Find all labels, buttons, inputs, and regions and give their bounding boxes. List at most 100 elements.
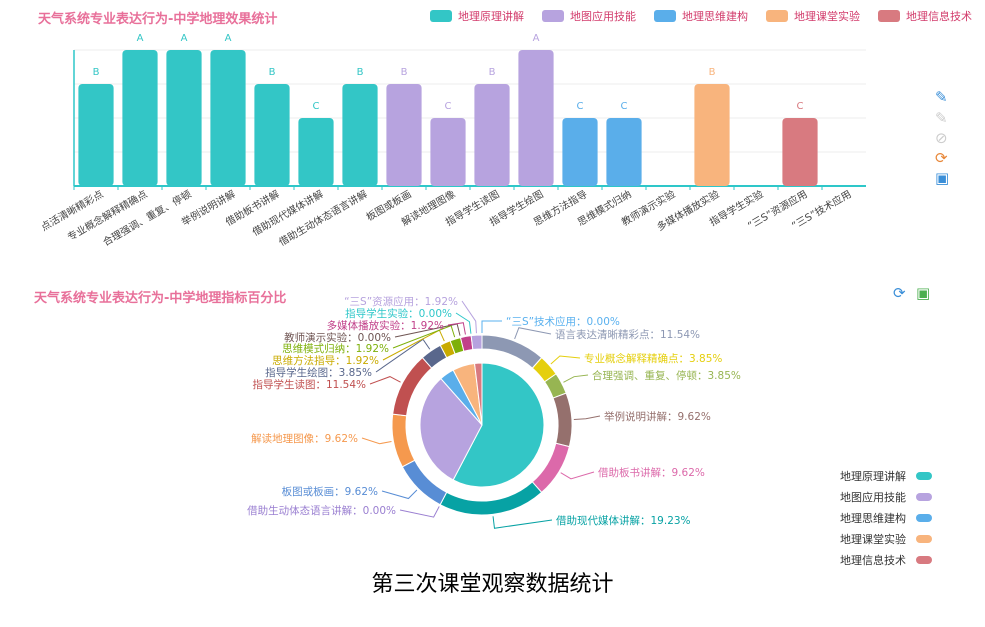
legend-item[interactable]: 地理思维建构 (654, 8, 748, 24)
pie-slice-label: 专业概念解释精确点：3.85% (584, 352, 722, 365)
figure-caption: 第三次课堂观察数据统计 (371, 572, 614, 597)
pie-slice-label: 借助生动体态语言讲解：0.00% (247, 504, 396, 517)
pie-outer-slice[interactable] (391, 413, 416, 468)
bar[interactable] (254, 84, 290, 186)
legend-item[interactable]: 地理原理讲解 (430, 8, 524, 24)
pie-label-line (447, 322, 466, 335)
bar-data-label: A (533, 33, 540, 44)
legend-label: 地理信息技术 (906, 10, 972, 23)
save-icon[interactable]: ▣ (916, 284, 931, 302)
bar-data-label: C (621, 101, 628, 112)
pie-inner-slice[interactable] (419, 377, 483, 481)
pie-slice-label: 借助现代媒体讲解：19.23% (556, 514, 691, 527)
legend-label: 地理原理讲解 (458, 10, 524, 23)
pie-label-line (514, 327, 552, 340)
pie-slice-label: 指导学生实验：0.00% (345, 307, 452, 320)
bar[interactable] (606, 118, 642, 186)
pie-label-line (369, 376, 401, 385)
bar-data-label: B (489, 67, 496, 78)
bar[interactable] (518, 50, 554, 186)
bar[interactable] (122, 50, 158, 186)
legend-swatch (916, 555, 932, 564)
bar-chart-title: 天气系统专业表达行为-中学地理效果统计 (38, 12, 278, 27)
pie-label-line (550, 355, 581, 365)
pie-outer-slice[interactable] (470, 334, 483, 351)
legend-item[interactable]: 地图应用技能 (542, 8, 636, 24)
x-tick-label: 借助现代媒体讲解 (250, 187, 326, 238)
bar[interactable] (562, 118, 598, 186)
legend-label: 地理课堂实验 (794, 10, 860, 23)
pie-label-line (481, 320, 502, 333)
pie-label-line (560, 471, 595, 480)
pie-label-line (461, 300, 477, 334)
bar[interactable] (474, 84, 510, 186)
bar[interactable] (342, 84, 378, 186)
legend-swatch (916, 492, 932, 501)
pie-chart-legend: 地理原理讲解 地图应用技能地理思维建构 地理课堂实验 地理信息技术 (840, 465, 932, 570)
pie-chart-title: 天气系统专业表达行为-中学地理指标百分比 (34, 291, 287, 306)
bar-data-label: C (797, 101, 804, 112)
legend-label: 地理信息技术 (840, 553, 906, 567)
bar[interactable] (782, 118, 818, 186)
legend-item[interactable]: 地理课堂实验 (840, 528, 932, 549)
bar[interactable] (386, 84, 422, 186)
bar[interactable] (166, 50, 202, 186)
legend-swatch (916, 534, 932, 543)
pie-slice-label: 思维方法指导：1.92% (272, 354, 379, 367)
bar-data-label: C (577, 101, 584, 112)
pie-slice-label: 指导学生绘图：3.85% (265, 366, 372, 379)
legend-item[interactable]: 地理信息技术 (840, 549, 932, 570)
legend-label: 地图应用技能 (570, 10, 636, 23)
pie-slice-label: 语言表达清晰精彩点：11.54% (555, 328, 700, 341)
pie-slice-label: “三S”技术应用：0.00% (506, 315, 620, 328)
legend-swatch (916, 513, 932, 522)
bar-data-label: A (225, 33, 232, 44)
bar-data-label: B (93, 67, 100, 78)
pie-label-line (573, 415, 601, 420)
refresh-icon[interactable]: ⟳ (935, 149, 948, 167)
pie-slice-label: 板图或板画：9.62% (282, 485, 378, 498)
pie-label-line (563, 374, 589, 383)
bar[interactable] (430, 118, 466, 186)
pencil-icon[interactable]: ✎ (935, 88, 948, 106)
bar-data-label: C (313, 101, 320, 112)
legend-swatch (878, 10, 900, 22)
legend-item[interactable]: 地理课堂实验 (766, 8, 860, 24)
refresh-icon[interactable]: ⟳ (893, 284, 906, 302)
bar-data-label: A (137, 33, 144, 44)
reset-icon[interactable]: ⊘ (935, 129, 948, 147)
eraser-icon[interactable]: ✎ (935, 109, 948, 127)
bar-data-label: B (269, 67, 276, 78)
bar-chart-legend: 地理原理讲解 地图应用技能 地理思维建构 地理课堂实验 地理信息技术 (430, 8, 972, 24)
legend-swatch (430, 10, 452, 22)
legend-label: 地理课堂实验 (840, 532, 906, 546)
pie-slice-label: “三S”资源应用：1.92% (344, 295, 458, 308)
pie-slice-label: 指导学生读图：11.54% (252, 378, 366, 391)
bar[interactable] (210, 50, 246, 186)
legend-item[interactable]: 地图应用技能 (840, 486, 932, 507)
pie-slice-label: 解读地理图像：9.62% (251, 432, 358, 445)
pie-slice-label: 思维模式归纳：1.92% (282, 342, 389, 355)
bar-chart: B点活清晰精彩点A专业概念解释精确点A合理强调、重复、停顿A举例说明讲解B借助板… (38, 33, 866, 249)
pie-label-line (381, 489, 418, 500)
pie-outer-slice[interactable] (552, 392, 573, 448)
pie-inner-slice[interactable] (452, 362, 545, 488)
legend-label: 地理思维建构 (682, 10, 748, 23)
bar[interactable] (78, 84, 114, 186)
save-icon[interactable]: ▣ (935, 169, 950, 187)
legend-item[interactable]: 地理思维建构 (840, 507, 932, 528)
legend-item[interactable]: 地理信息技术 (878, 8, 972, 24)
legend-swatch (654, 10, 676, 22)
pie-label-line (492, 516, 553, 529)
pie-label-line (361, 437, 392, 445)
pie-slice-label: 教师演示实验：0.00% (284, 331, 391, 344)
legend-item[interactable]: 地理原理讲解 (840, 465, 932, 486)
pie-inner-slice[interactable] (473, 362, 483, 426)
legend-swatch (916, 471, 932, 480)
bar[interactable] (298, 118, 334, 186)
pie-slice-label: 借助板书讲解：9.62% (598, 466, 705, 479)
pie-slice-label: 合理强调、重复、停顿：3.85% (592, 369, 741, 382)
bar[interactable] (694, 84, 730, 186)
legend-label: 地理思维建构 (840, 511, 906, 525)
bar-data-label: B (709, 67, 716, 78)
